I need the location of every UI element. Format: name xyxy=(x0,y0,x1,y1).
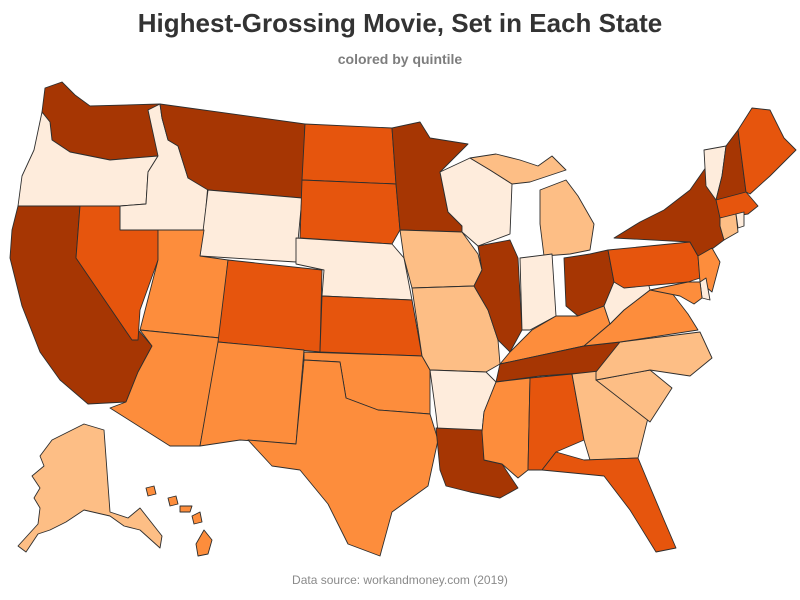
state-me[interactable] xyxy=(737,107,797,195)
page-subtitle: colored by quintile xyxy=(337,51,463,67)
state-nm[interactable] xyxy=(199,341,305,447)
state-nd[interactable] xyxy=(301,123,397,185)
page-title: Highest-Grossing Movie, Set in Each Stat… xyxy=(137,8,663,38)
state-ct[interactable] xyxy=(719,213,739,241)
state-hi-oahu[interactable] xyxy=(167,495,179,507)
state-tx[interactable] xyxy=(247,359,439,557)
state-hi-big[interactable] xyxy=(195,529,213,557)
state-fl[interactable] xyxy=(541,451,677,553)
state-ak[interactable] xyxy=(17,423,163,553)
state-mi-up[interactable] xyxy=(469,153,567,185)
state-co[interactable] xyxy=(217,259,323,353)
data-source-note: Data source: workandmoney.com (2019) xyxy=(292,573,508,587)
state-sd[interactable] xyxy=(299,179,401,245)
state-mi[interactable] xyxy=(539,179,595,257)
state-hi-kauai[interactable] xyxy=(145,485,157,497)
state-ks[interactable] xyxy=(319,295,423,357)
state-md[interactable] xyxy=(649,281,703,305)
state-in[interactable] xyxy=(519,253,557,331)
state-wy[interactable] xyxy=(199,189,303,263)
state-nv[interactable] xyxy=(75,205,159,341)
state-pa[interactable] xyxy=(607,241,701,289)
state-hi-maui[interactable] xyxy=(191,511,203,525)
state-hi-molokai[interactable] xyxy=(179,505,193,513)
state-il[interactable] xyxy=(473,239,523,353)
state-ri[interactable] xyxy=(735,211,745,229)
state-ma[interactable] xyxy=(715,191,759,219)
